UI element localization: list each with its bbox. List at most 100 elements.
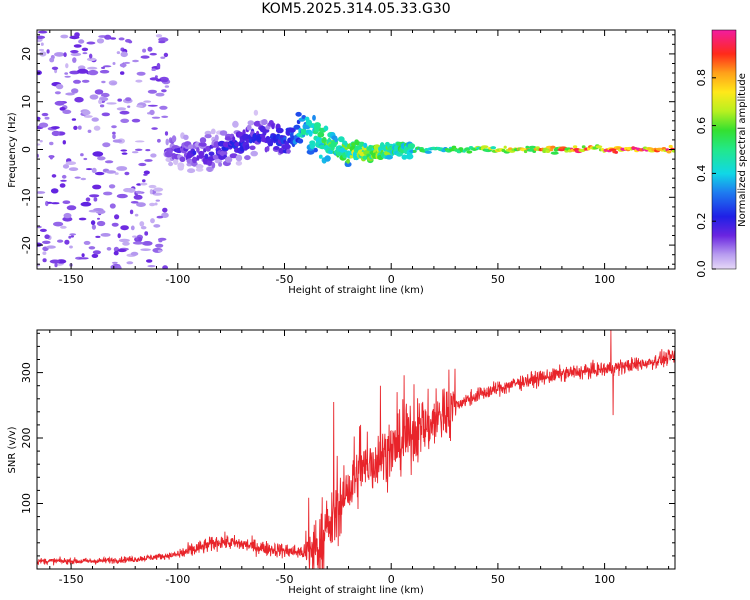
y-tick-label: 200 xyxy=(20,428,33,449)
heatmap-cell xyxy=(86,57,97,62)
heatmap-cell xyxy=(118,238,130,243)
heatmap-cell xyxy=(134,213,139,217)
heatmap-cell xyxy=(123,188,133,193)
heatmap-cell xyxy=(327,150,335,154)
heatmap-cell xyxy=(51,66,59,71)
heatmap-cell xyxy=(132,59,139,63)
heatmap-cell xyxy=(266,145,270,152)
heatmap-cell xyxy=(136,202,146,208)
heatmap-cell xyxy=(145,149,151,152)
heatmap-cell xyxy=(49,141,54,146)
heatmap-cell xyxy=(64,75,71,78)
heatmap-cell xyxy=(363,142,368,148)
heatmap-cell xyxy=(666,150,672,154)
heatmap-cell xyxy=(78,217,87,221)
heatmap-cell xyxy=(120,225,129,231)
y-tick-label: -10 xyxy=(20,188,33,206)
heatmap-cell xyxy=(51,130,61,137)
heatmap-cell xyxy=(51,126,60,130)
heatmap-cell xyxy=(545,149,551,153)
heatmap-cell xyxy=(104,160,114,164)
heatmap-cell xyxy=(85,197,91,202)
heatmap-cell xyxy=(149,52,157,56)
heatmap-cell xyxy=(140,248,151,251)
heatmap-cell xyxy=(163,52,169,58)
heatmap-cell xyxy=(101,112,111,117)
snr-y-label: SNR (v/v) xyxy=(7,426,18,473)
heatmap-cell xyxy=(42,251,47,255)
heatmap-cell xyxy=(116,107,127,111)
heatmap-cell xyxy=(130,251,139,256)
heatmap-cell xyxy=(140,55,150,59)
heatmap-cell xyxy=(349,154,354,159)
heatmap-cell xyxy=(99,104,105,108)
x-tick-label: -150 xyxy=(59,573,84,586)
heatmap-cell xyxy=(250,150,258,157)
heatmap-cell xyxy=(147,104,158,107)
heatmap-cell xyxy=(74,96,84,103)
heatmap-cell xyxy=(80,201,92,207)
heatmap-cell xyxy=(323,125,329,132)
heatmap-cell xyxy=(116,265,122,269)
heatmap-cell xyxy=(54,262,58,268)
heatmap-cell xyxy=(144,231,149,236)
colorbar-tick-label: 0.6 xyxy=(695,117,708,135)
heatmap-cell xyxy=(271,123,275,130)
heatmap-cell xyxy=(46,49,50,54)
heatmap-cell xyxy=(51,202,60,205)
heatmap-cell xyxy=(244,155,251,161)
heatmap-cell xyxy=(54,100,65,106)
heatmap-cell xyxy=(385,154,393,160)
heatmap-cell xyxy=(91,253,99,258)
heatmap-cell xyxy=(150,218,155,224)
heatmap-cell xyxy=(112,131,116,135)
heatmap-cell xyxy=(401,154,408,160)
heatmap-cell xyxy=(111,82,117,85)
heatmap-cell xyxy=(116,166,128,171)
heatmap-cell xyxy=(74,176,81,179)
heatmap-cell xyxy=(154,202,158,206)
heatmap-cell xyxy=(112,133,116,140)
heatmap-cell xyxy=(668,144,673,149)
heatmap-cell xyxy=(91,167,97,174)
snr-x-ticks: -150 -100 -50 0 50 100 xyxy=(49,330,670,586)
heatmap-cell xyxy=(151,127,158,130)
heatmap-cell xyxy=(81,253,85,258)
heatmap-cell xyxy=(49,259,61,264)
heatmap-cell xyxy=(171,135,177,143)
heatmap-cell xyxy=(129,209,134,215)
heatmap-cell xyxy=(97,217,100,220)
heatmap-cell xyxy=(157,138,161,143)
heatmap-cell xyxy=(210,128,216,135)
heatmap-cell xyxy=(151,68,156,71)
colorbar-label: Normalized spectral amplitude xyxy=(737,73,748,227)
heatmap-cell xyxy=(37,116,41,121)
spectrogram-x-label: Height of straight line (km) xyxy=(288,285,424,296)
heatmap-cell xyxy=(47,201,53,204)
heatmap-cell xyxy=(89,194,100,198)
heatmap-cell xyxy=(158,238,163,243)
heatmap-cell xyxy=(116,51,121,55)
heatmap-cell xyxy=(503,145,507,149)
heatmap-cell xyxy=(65,63,69,69)
x-tick-label: -150 xyxy=(59,273,84,286)
heatmap-cell xyxy=(309,140,316,145)
x-tick-label: 100 xyxy=(594,573,615,586)
heatmap-cell xyxy=(195,167,204,172)
heatmap-cell xyxy=(246,124,252,131)
heatmap-cell xyxy=(80,153,84,157)
heatmap-cell xyxy=(106,102,117,105)
heatmap-cell xyxy=(157,249,162,253)
heatmap-cell xyxy=(114,172,119,175)
heatmap-cell xyxy=(93,208,104,211)
heatmap-cell xyxy=(138,162,147,167)
heatmap-cell xyxy=(214,134,219,142)
heatmap-cell xyxy=(134,148,143,151)
heatmap-cell xyxy=(78,39,85,44)
heatmap-cell xyxy=(306,149,315,155)
heatmap-cell xyxy=(337,136,345,143)
heatmap-cell xyxy=(351,142,356,147)
heatmap-cell xyxy=(136,71,146,76)
heatmap-cell xyxy=(40,42,44,46)
heatmap-cell xyxy=(161,212,169,218)
